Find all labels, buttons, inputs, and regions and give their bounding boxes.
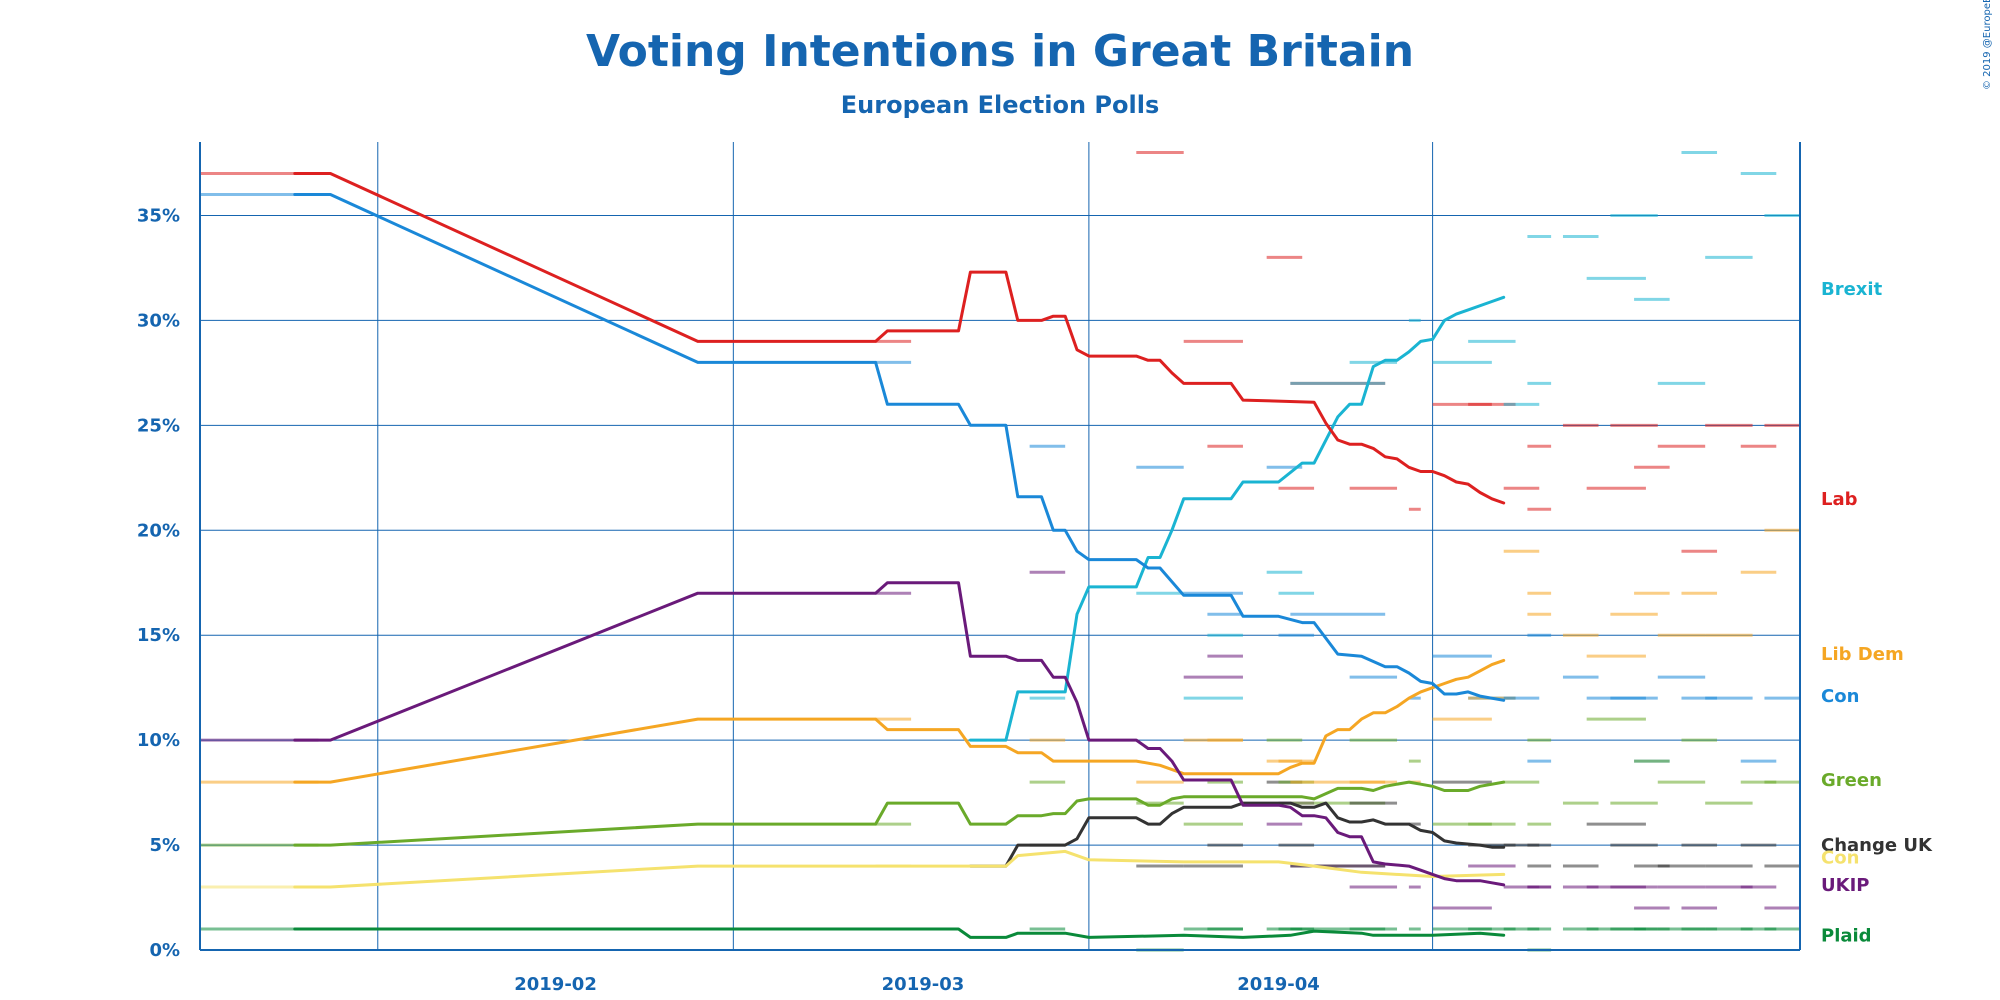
y-tick-labels: 0% 5% 10% 15% 20% 25% 30% 35% <box>137 205 180 961</box>
chart-title: Voting Intentions in Great Britain <box>586 26 1414 77</box>
series-line-plaid-8 <box>295 929 1504 937</box>
legend-label-ukip-7: UKIP <box>1821 875 1869 896</box>
legend-label-con-3: Con <box>1821 686 1859 707</box>
legend-label-con-6: Con <box>1821 848 1859 869</box>
grid-lines <box>200 142 1800 950</box>
y-tick-label-20: 20% <box>137 520 180 541</box>
x-tick-label-2: 2019-04 <box>1237 974 1320 995</box>
legend-label-plaid-8: Plaid <box>1821 925 1872 946</box>
y-tick-label-10: 10% <box>137 730 180 751</box>
y-tick-label-25: 25% <box>137 415 180 436</box>
y-tick-label-35: 35% <box>137 205 180 226</box>
series-line-change-uk-5 <box>970 803 1503 866</box>
legend-label-brexit-0: Brexit <box>1821 279 1883 300</box>
y-tick-label-0: 0% <box>149 940 180 961</box>
series-line-ukip-7 <box>295 583 1504 885</box>
x-tick-labels: 2019-02 2019-03 2019-04 <box>514 974 1320 995</box>
x-tick-label-1: 2019-03 <box>882 974 965 995</box>
y-tick-label-30: 30% <box>137 310 180 331</box>
x-tick-label-0: 2019-02 <box>514 974 597 995</box>
chart-subtitle: European Election Polls <box>841 91 1159 119</box>
legend-label-lab-1: Lab <box>1821 489 1858 510</box>
copyright-note: © 2019 @EuropeElects <box>1982 0 1993 90</box>
series-line-green-4 <box>295 782 1504 845</box>
series-line-lib-dem-2 <box>295 660 1504 782</box>
legend-label-lib-dem-2: Lib Dem <box>1821 644 1904 665</box>
y-tick-label-15: 15% <box>137 625 180 646</box>
axes <box>200 142 1800 950</box>
legend-label-green-4: Green <box>1821 770 1882 791</box>
series-line-con-6 <box>295 851 1504 887</box>
series-line-lab-1 <box>295 174 1504 504</box>
y-tick-label-5: 5% <box>149 835 180 856</box>
